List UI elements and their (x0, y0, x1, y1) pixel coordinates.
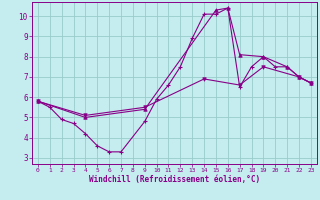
X-axis label: Windchill (Refroidissement éolien,°C): Windchill (Refroidissement éolien,°C) (89, 175, 260, 184)
